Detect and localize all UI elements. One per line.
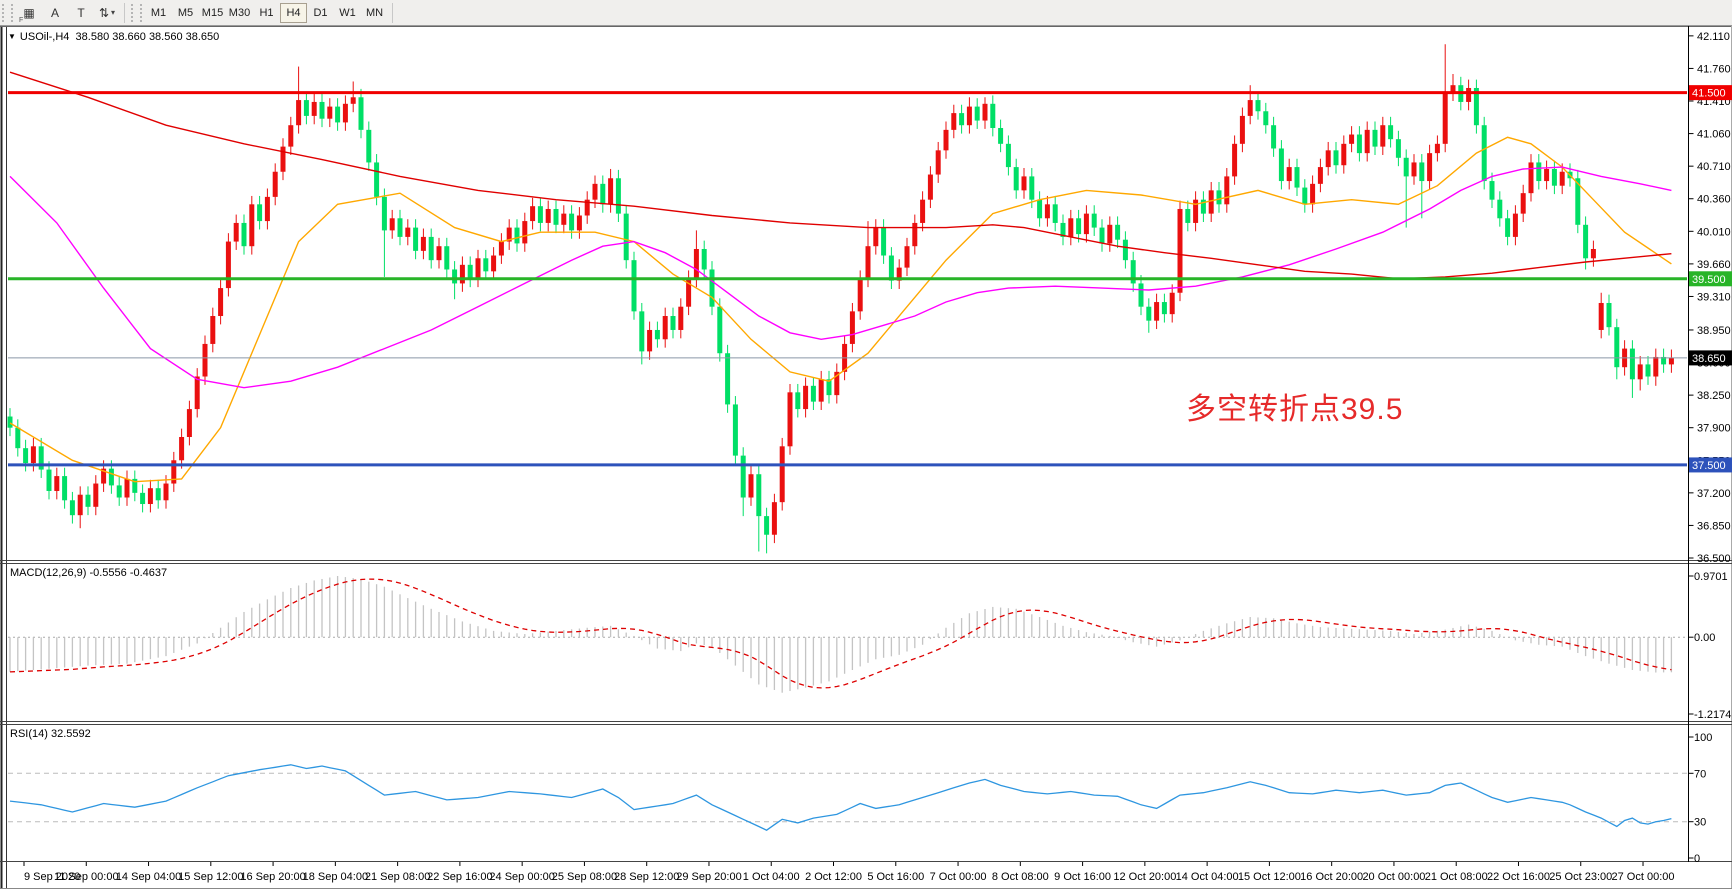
toolbar-separator-2 <box>392 2 393 23</box>
time-tick-label: 18 Sep 04:00 <box>303 871 368 883</box>
drawing-tools-group: ▦ F A T ⇅ ▾ <box>16 2 120 24</box>
time-tick-label: 20 Oct 00:00 <box>1362 871 1425 883</box>
price-tick-label: 40.010 <box>1697 226 1731 238</box>
rsi-tick-label: 0 <box>1694 853 1700 865</box>
toolbar: ▦ F A T ⇅ ▾ M1 M5 M15 M30 H1 H4 D1 W1 MN <box>0 0 1732 26</box>
price-marker-label: 41.500 <box>1692 88 1726 100</box>
ma-red-slow <box>9 71 1672 280</box>
time-tick-label: 2 Oct 12:00 <box>805 871 862 883</box>
macd-tick-label: 0.9701 <box>1694 571 1728 583</box>
price-tick-label: 39.310 <box>1697 291 1731 303</box>
time-tick-label: 12 Oct 20:00 <box>1113 871 1176 883</box>
ma-orange-fast <box>9 136 1672 483</box>
timeframe-button-h1[interactable]: H1 <box>259 6 274 19</box>
rsi-tick-label: 100 <box>1694 732 1712 744</box>
arrange-arrows-sub-icon: ▾ <box>111 8 116 17</box>
time-tick-label: 8 Oct 08:00 <box>992 871 1049 883</box>
time-tick-label: 22 Oct 16:00 <box>1487 871 1550 883</box>
macd-histogram <box>9 576 1673 693</box>
text-box-button[interactable]: T <box>77 5 85 20</box>
price-tick-label: 41.760 <box>1697 63 1731 75</box>
time-tick-label: 5 Oct 16:00 <box>867 871 924 883</box>
price-tick-label: 37.900 <box>1697 423 1731 435</box>
arrange-arrows-button[interactable]: ⇅ ▾ <box>98 5 116 20</box>
timeframe-group: M1 M5 M15 M30 H1 H4 D1 W1 MN <box>145 2 388 23</box>
toolbar-separator <box>124 2 125 23</box>
macd-indicator-label: MACD(12,26,9) -0.5556 -0.4637 <box>10 567 168 579</box>
text-label-button[interactable]: A <box>50 5 59 20</box>
price-tick-label: 40.710 <box>1697 161 1731 173</box>
time-tick-label: 29 Sep 20:00 <box>676 871 741 883</box>
time-tick-label: 24 Sep 00:00 <box>489 871 554 883</box>
price-marker-39.500 <box>1689 271 1732 287</box>
price-tick-label: 42.110 <box>1697 31 1730 43</box>
time-tick-label: 22 Sep 16:00 <box>427 871 492 883</box>
chart-text-annotation[interactable]: 多空转折点39.5 <box>1186 393 1404 426</box>
timeframe-button-mn[interactable]: MN <box>365 6 384 19</box>
timeframe-button-w1[interactable]: W1 <box>339 6 356 19</box>
collapse-triangle-icon[interactable]: ▼ <box>8 32 16 41</box>
rsi-tick-label: 30 <box>1694 817 1706 829</box>
timeframe-button-m5[interactable]: M5 <box>177 6 194 19</box>
price-tick-label: 37.200 <box>1697 488 1731 500</box>
price-marker-label: 39.500 <box>1692 274 1726 286</box>
price-marker-41.500 <box>1689 85 1732 101</box>
time-tick-label: 15 Sep 12:00 <box>178 871 243 883</box>
price-tick-label: 38.250 <box>1697 390 1731 402</box>
macd-signal-line <box>9 578 1672 689</box>
price-marker-38.650 <box>1689 350 1732 366</box>
time-tick-label: 7 Oct 00:00 <box>930 871 987 883</box>
rsi-line <box>9 764 1672 831</box>
price-tick-label: 40.360 <box>1697 194 1731 206</box>
time-tick-label: 9 Oct 16:00 <box>1054 871 1111 883</box>
price-tick-label: 41.060 <box>1697 129 1731 141</box>
price-tick-label: 38.950 <box>1697 325 1731 337</box>
time-tick-label: 28 Sep 12:00 <box>614 871 679 883</box>
timeframe-button-m30[interactable]: M30 <box>228 6 251 19</box>
time-tick-label: 11 Sep 00:00 <box>54 871 119 883</box>
chart-symbol-title: ▼ USOil-,H4 38.580 38.660 38.560 38.650 <box>8 31 219 43</box>
macd-tick-label: -1.2174 <box>1694 709 1731 721</box>
timeframe-button-m15[interactable]: M15 <box>201 6 224 19</box>
time-tick-label: 16 Sep 20:00 <box>240 871 305 883</box>
cursor-grid-button[interactable]: ▦ F <box>19 5 35 24</box>
time-tick-label: 15 Oct 12:00 <box>1238 871 1301 883</box>
time-tick-label: 27 Oct 00:00 <box>1612 871 1675 883</box>
time-tick-label: 14 Oct 04:00 <box>1176 871 1239 883</box>
time-tick-label: 25 Sep 08:00 <box>552 871 617 883</box>
time-tick-label: 21 Sep 08:00 <box>365 871 430 883</box>
time-tick-label: 1 Oct 04:00 <box>743 871 800 883</box>
time-tick-label: 25 Oct 23:00 <box>1549 871 1612 883</box>
candlesticks <box>7 44 1674 554</box>
cursor-grid-sub-icon: F <box>19 16 24 24</box>
time-tick-label: 21 Oct 08:00 <box>1425 871 1488 883</box>
price-tick-label: 36.850 <box>1697 520 1731 532</box>
price-marker-label: 38.650 <box>1692 353 1726 365</box>
time-tick-label: 16 Oct 20:00 <box>1300 871 1363 883</box>
macd-tick-label: 0.00 <box>1694 632 1715 644</box>
timeframe-button-d1[interactable]: D1 <box>313 6 328 19</box>
symbol-ohlc-text: USOil-,H4 38.580 38.660 38.560 38.650 <box>19 31 220 43</box>
price-marker-label: 37.500 <box>1692 460 1726 472</box>
price-marker-37.500 <box>1689 457 1732 473</box>
price-tick-label: 39.660 <box>1697 259 1731 271</box>
toolbar-drag-handle[interactable] <box>2 3 13 22</box>
chart-background <box>0 26 1732 889</box>
time-tick-label: 9 Sep 2020 <box>24 871 80 883</box>
timeframe-button-h4[interactable]: H4 <box>280 2 307 23</box>
timeframe-button-m1[interactable]: M1 <box>150 6 167 19</box>
rsi-tick-label: 70 <box>1694 768 1706 780</box>
rsi-indicator-label: RSI(14) 32.5592 <box>10 728 91 740</box>
time-tick-label: 14 Sep 04:00 <box>116 871 181 883</box>
ma-magenta-mid <box>9 166 1672 389</box>
price-tick-label: 36.500 <box>1697 553 1731 565</box>
timeframe-drag-handle[interactable] <box>131 3 142 22</box>
